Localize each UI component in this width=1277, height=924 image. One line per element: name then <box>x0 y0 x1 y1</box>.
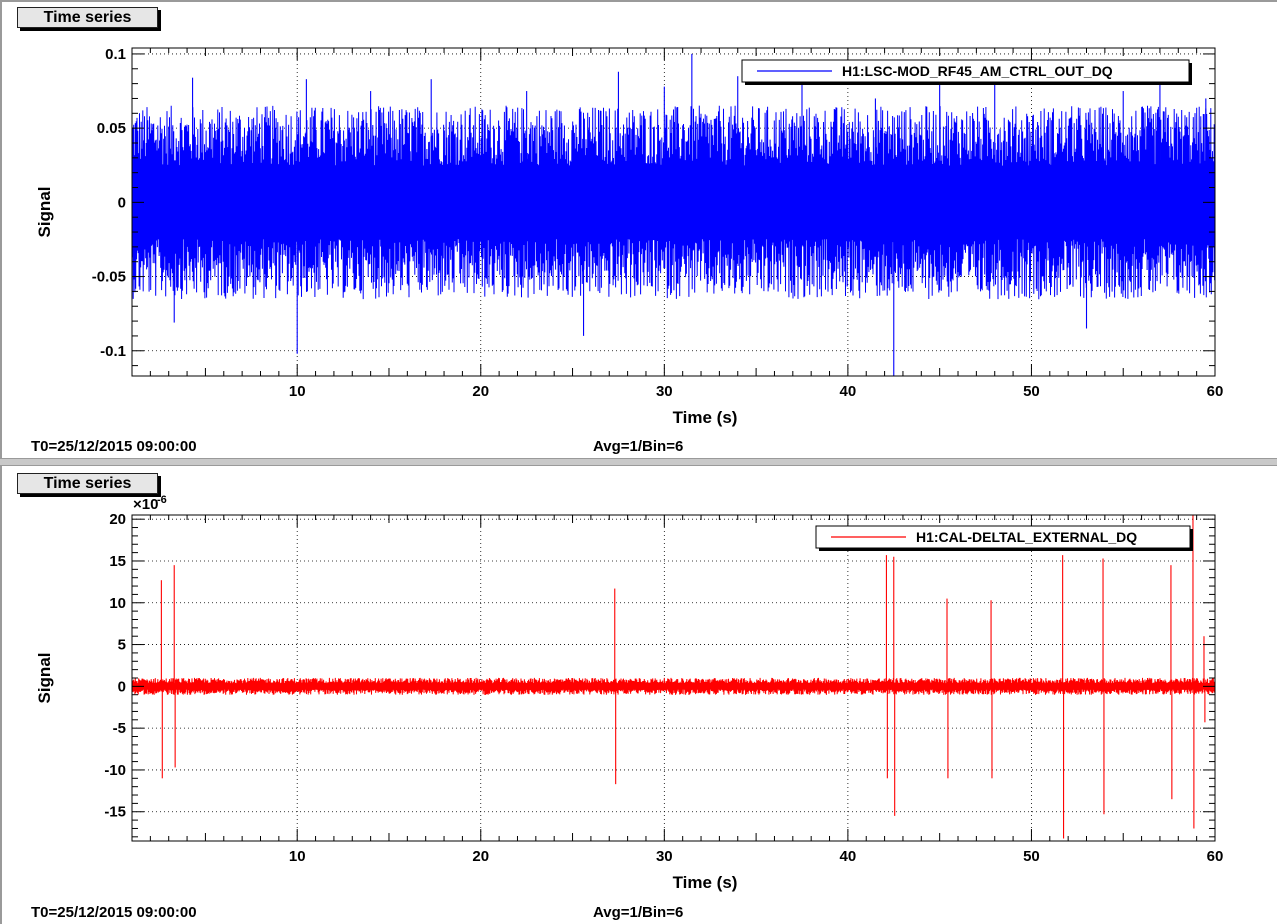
panel-frame <box>0 0 1277 2</box>
y-tick-label: 0 <box>118 194 126 211</box>
y-axis-label: Signal <box>35 186 54 237</box>
plot-frame <box>131 47 1216 377</box>
time-series-tab-button[interactable]: Time series <box>17 473 158 494</box>
time-origin-label: T0=25/12/2015 09:00:00 <box>31 438 197 455</box>
plot-frame <box>131 514 1216 842</box>
y-tick-label: 0.05 <box>97 120 126 137</box>
x-tick-label: 40 <box>840 848 857 865</box>
x-tick-label: 50 <box>1023 848 1040 865</box>
time-origin-label: T0=25/12/2015 09:00:00 <box>31 904 197 921</box>
x-tick-label: 10 <box>289 848 306 865</box>
averaging-label: Avg=1/Bin=6 <box>593 438 684 455</box>
y-tick-label: -15 <box>104 804 126 821</box>
y-tick-label: 0 <box>118 678 126 695</box>
chart-0: 10 20 30 40 50 60 -0.1 -0.05 0 0.05 0.1 Time (s) Sig… <box>35 46 1223 427</box>
legend-label: H1:LSC-MOD_RF45_AM_CTRL_OUT_DQ <box>842 63 1113 79</box>
x-axis-label: Time (s) <box>673 408 738 427</box>
series-line <box>132 105 1215 300</box>
legend-label: H1:CAL-DELTAL_EXTERNAL_DQ <box>916 529 1137 545</box>
y-tick-label: -10 <box>104 762 126 779</box>
x-tick-label: 10 <box>289 383 306 400</box>
chart-1: 10 20 30 40 50 60 -15 -10 -5 0 5 10 15 20 ×10-6 Time (s… <box>35 494 1223 892</box>
y-tick-label: 10 <box>109 595 126 612</box>
x-tick-label: 40 <box>840 383 857 400</box>
y-exponent-power: -6 <box>157 494 167 506</box>
y-tick-label: 0.1 <box>105 46 126 63</box>
y-tick-label: 5 <box>118 637 126 654</box>
x-tick-label: 30 <box>656 383 673 400</box>
y-tick-label: 15 <box>109 553 126 570</box>
panel-frame <box>0 0 2 458</box>
panel-frame <box>0 466 2 924</box>
y-tick-label: -5 <box>113 720 126 737</box>
x-tick-label: 60 <box>1207 383 1224 400</box>
x-tick-label: 30 <box>656 848 673 865</box>
x-axis-label: Time (s) <box>673 873 738 892</box>
y-axis-label: Signal <box>35 652 54 703</box>
x-tick-label: 20 <box>472 848 489 865</box>
y-tick-label: -0.1 <box>100 343 126 360</box>
y-tick-label: -0.05 <box>92 269 126 286</box>
x-tick-label: 50 <box>1023 383 1040 400</box>
series-line <box>132 677 1215 695</box>
legend-box <box>815 525 1191 549</box>
y-exponent-label: ×10 <box>133 496 158 513</box>
panel-divider[interactable] <box>0 458 1277 466</box>
time-series-tab-button[interactable]: Time series <box>17 7 158 28</box>
y-tick-label: 20 <box>109 511 126 528</box>
x-tick-label: 20 <box>472 383 489 400</box>
legend-box <box>741 59 1190 83</box>
averaging-label: Avg=1/Bin=6 <box>593 904 684 921</box>
x-tick-label: 60 <box>1207 848 1224 865</box>
